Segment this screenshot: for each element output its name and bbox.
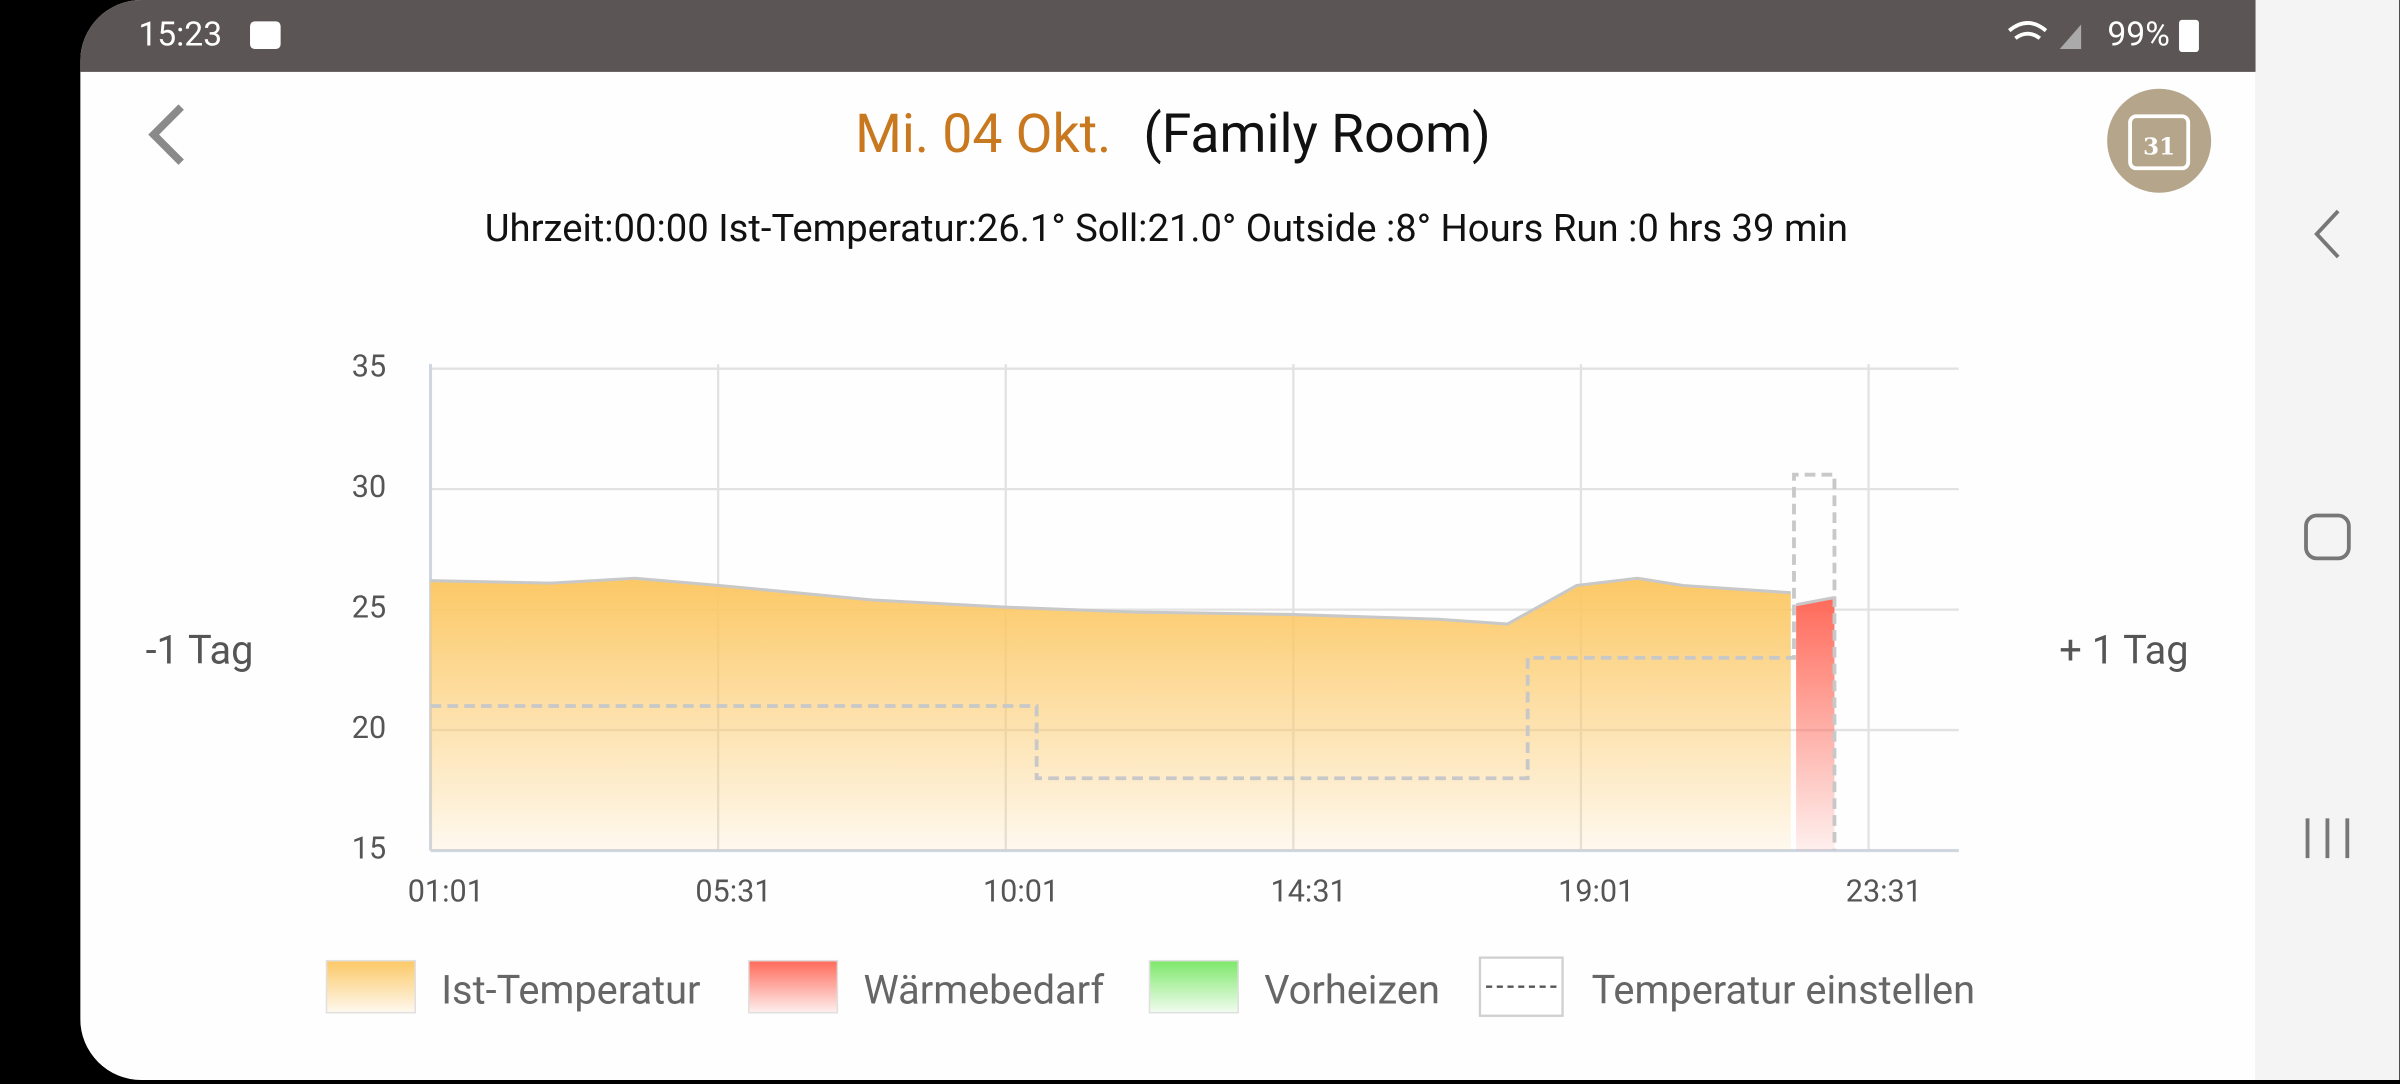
- y-tick-label: 25: [352, 591, 386, 626]
- legend-swatch: [325, 959, 417, 1014]
- x-tick-label: 05:31: [695, 874, 771, 909]
- nav-home[interactable]: [2304, 513, 2351, 561]
- gallery-icon: [250, 21, 281, 49]
- nav-back[interactable]: [2314, 209, 2340, 259]
- calendar-outline: [2128, 114, 2191, 171]
- x-tick-label: 19:01: [1558, 874, 1634, 909]
- status-time: 15:23: [138, 16, 222, 55]
- x-tick-label: 10:01: [983, 874, 1059, 909]
- nav-recents[interactable]: [2305, 818, 2350, 859]
- y-tick-label: 15: [352, 832, 386, 867]
- line: [430, 472, 1837, 851]
- battery-icon: [2179, 19, 2199, 53]
- x-tick-label: 23:31: [1846, 874, 1922, 909]
- x-tick-label: 01:01: [408, 874, 484, 909]
- previous-day[interactable]: -1 Tag: [146, 627, 254, 674]
- back-button[interactable]: [148, 104, 184, 165]
- header-room: (Family Room): [1143, 103, 1490, 166]
- app-background: [80, 0, 2256, 1080]
- legend-swatch: [747, 959, 839, 1014]
- battery-level: 99%: [2107, 16, 2169, 55]
- y-tick-label: 30: [352, 470, 386, 505]
- legend-label: Ist-Temperatur: [441, 966, 700, 1013]
- status-bar: [80, 0, 2256, 72]
- legend-label: Wärmebedarf: [863, 966, 1104, 1013]
- wifi-icon: [2008, 21, 2048, 40]
- y-tick-label: 35: [352, 350, 386, 385]
- legend-label: Temperatur einstellen: [1592, 966, 1976, 1013]
- y-tick-label: 20: [352, 711, 386, 746]
- area: [430, 578, 1791, 851]
- info-line: Uhrzeit:00:00 Ist-Temperatur:26.1° Soll:…: [485, 207, 1848, 251]
- calendar-button[interactable]: 31: [2107, 88, 2212, 193]
- legend-swatch: [1148, 959, 1240, 1014]
- legend-swatch: [1478, 956, 1564, 1017]
- area: [1796, 597, 1835, 851]
- calendar-day: 31: [2143, 133, 2175, 160]
- x-tick-label: 14:31: [1271, 874, 1347, 909]
- next-day[interactable]: + 1 Tag: [2059, 627, 2188, 674]
- legend-label: Vorheizen: [1264, 966, 1440, 1013]
- nav-bar: [2255, 0, 2400, 1080]
- area-edge: [430, 576, 1791, 626]
- chart: 15 20 25 30 35 01:01 05:31 10:01 14:31 19:01 23:31…: [325, 350, 1976, 1017]
- area-edge: [1795, 596, 1835, 607]
- header-date: Mi. 04 Okt.: [855, 103, 1111, 166]
